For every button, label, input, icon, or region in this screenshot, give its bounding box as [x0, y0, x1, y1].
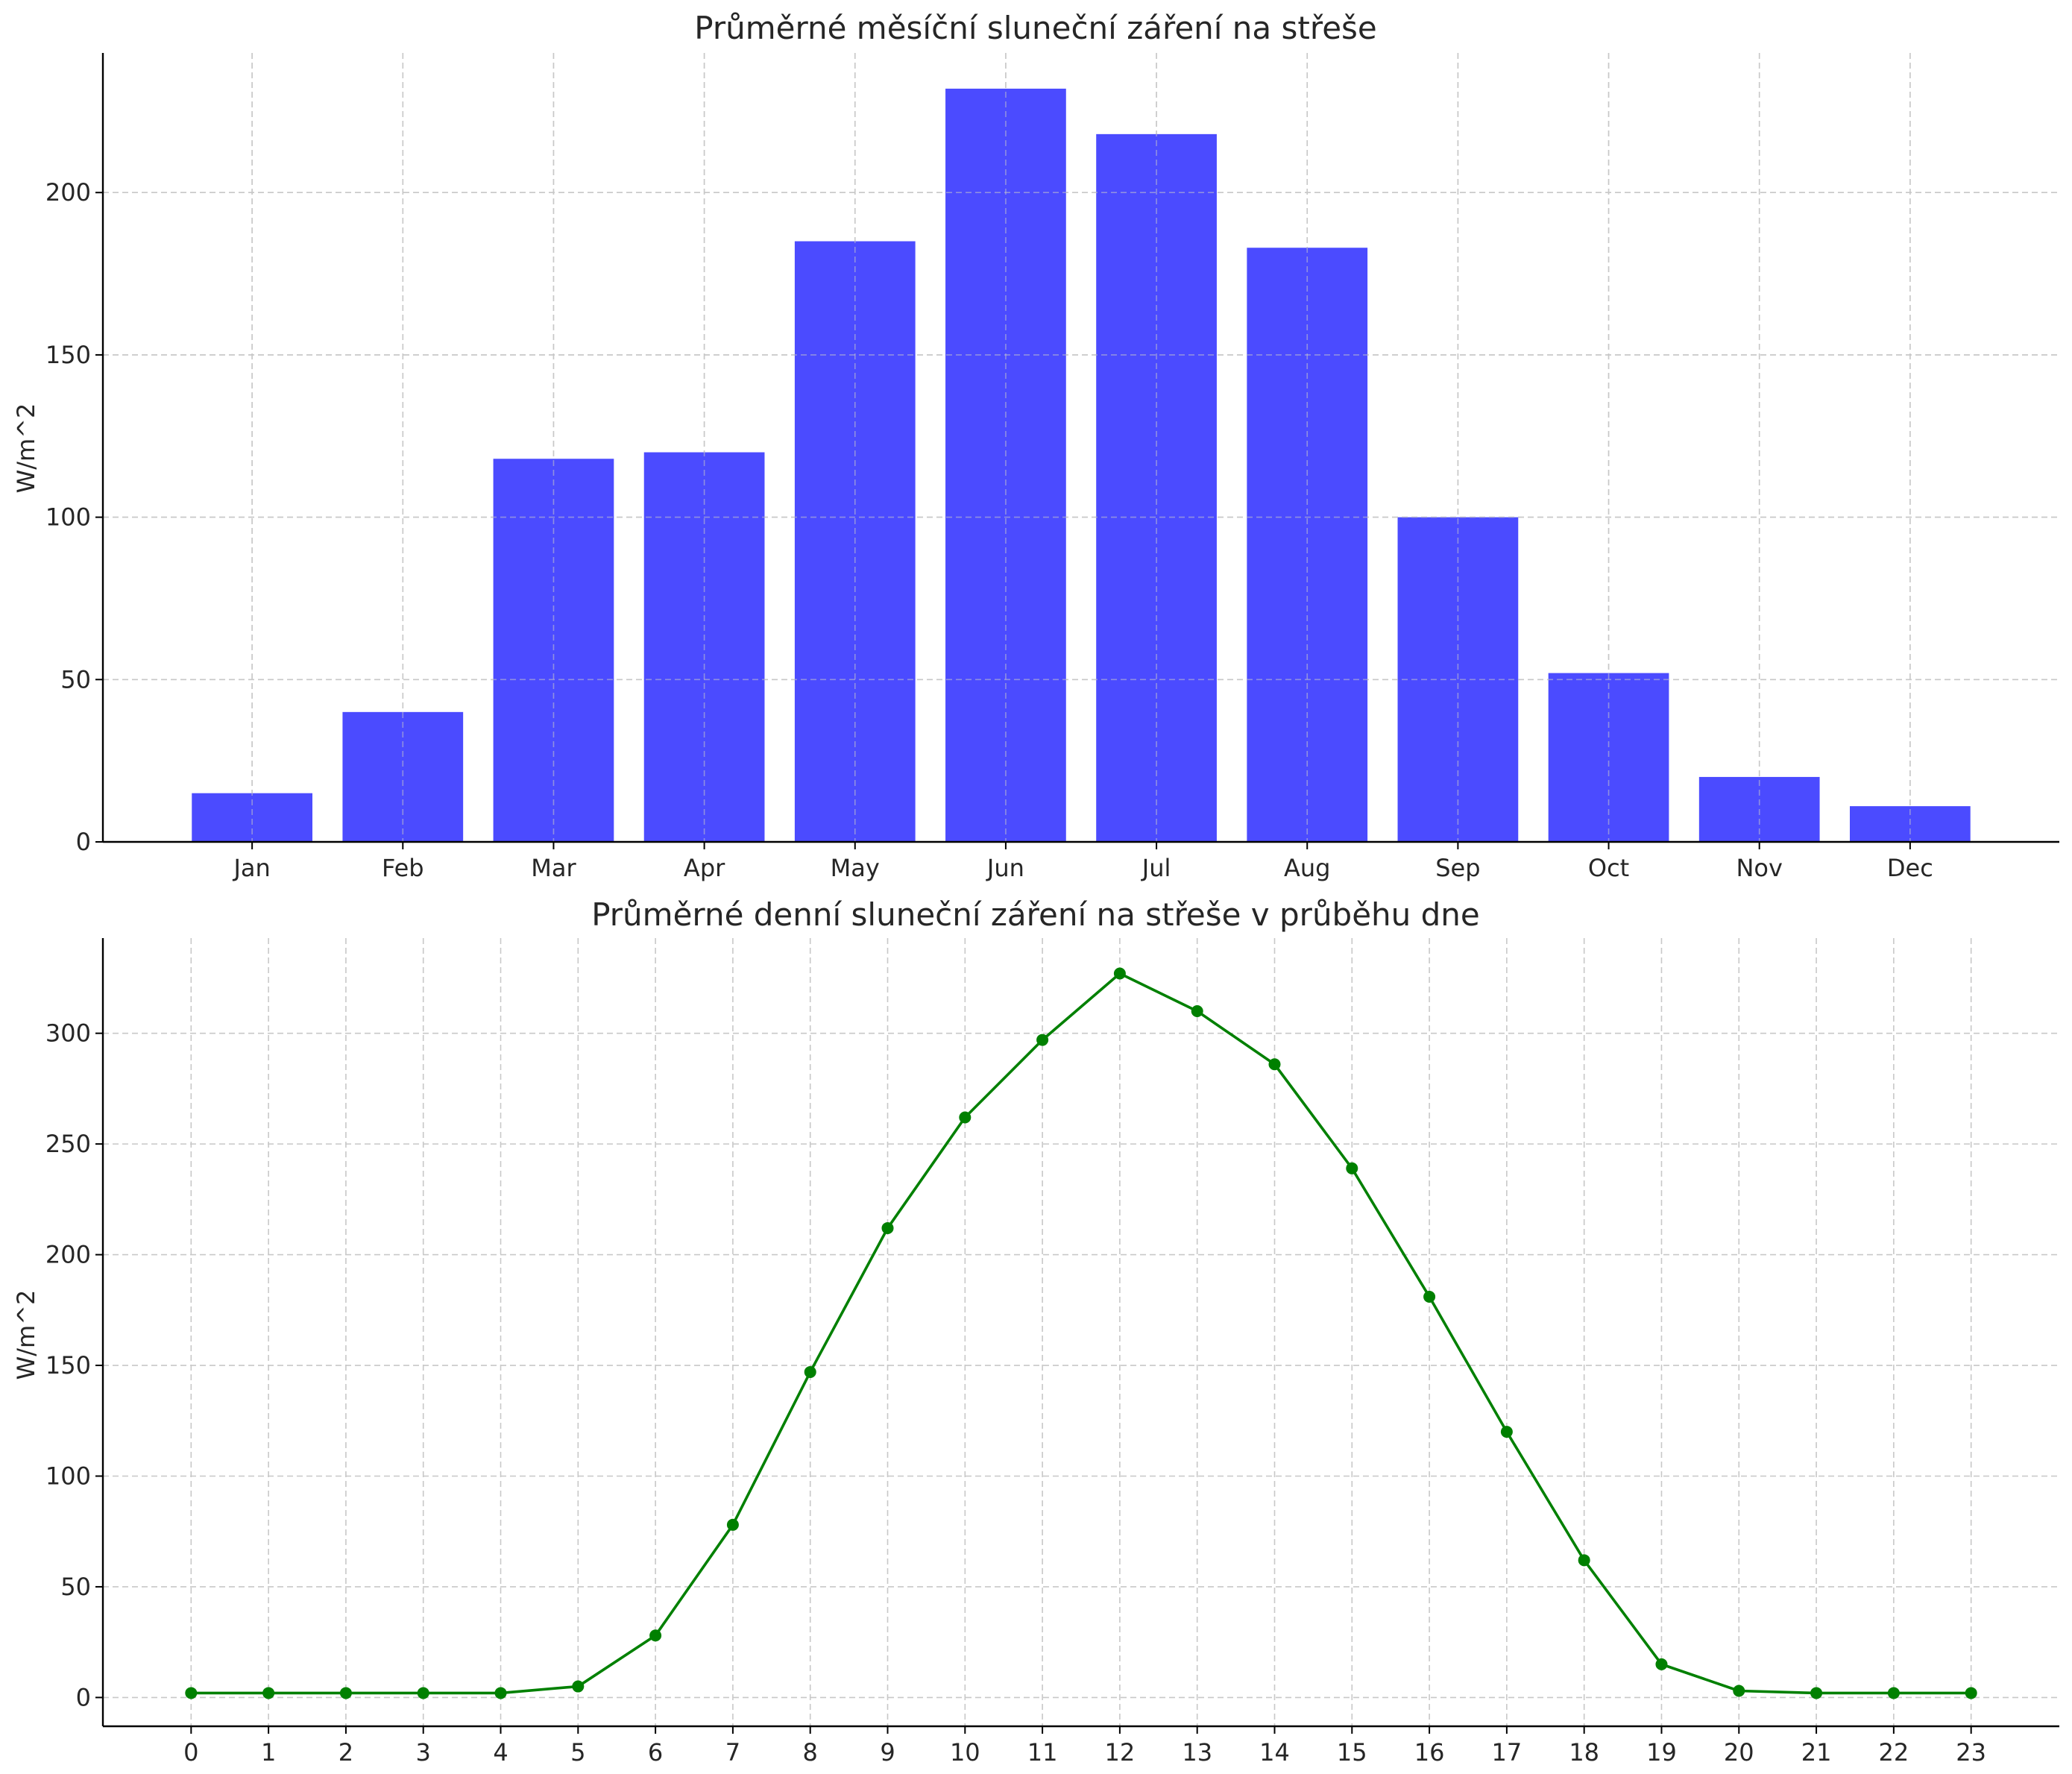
hourly-y-tick-label: 0	[76, 1683, 91, 1711]
monthly-x-tick-label: Mar	[531, 854, 576, 882]
monthly-x-tick-label: Nov	[1736, 854, 1782, 882]
hourly-point-9	[881, 1221, 894, 1234]
hourly-x-tick-label: 22	[1879, 1738, 1909, 1767]
hourly-x-tick-label: 13	[1182, 1738, 1212, 1767]
hourly-x-tick-label: 21	[1801, 1738, 1832, 1767]
hourly-x-tick-label: 20	[1724, 1738, 1754, 1767]
hourly-point-22	[1887, 1687, 1900, 1699]
hourly-x-tick-label: 11	[1027, 1738, 1058, 1767]
hourly-series	[185, 967, 1977, 1699]
monthly-y-axis-label: W/m^2	[12, 403, 40, 494]
hourly-y-axis-label: W/m^2	[12, 1290, 40, 1380]
hourly-point-3	[417, 1687, 429, 1699]
hourly-x-tick-label: 6	[648, 1738, 663, 1767]
hourly-point-10	[959, 1111, 972, 1124]
hourly-point-23	[1965, 1687, 1977, 1699]
monthly-bars	[103, 53, 2059, 843]
monthly-x-tick-label: Apr	[684, 854, 725, 882]
hourly-point-19	[1655, 1658, 1668, 1670]
hourly-x-tick-label: 5	[570, 1738, 585, 1767]
monthly-y-tick-label: 150	[45, 341, 91, 369]
hourly-point-0	[185, 1687, 198, 1699]
monthly-x-tick-label: Jan	[232, 854, 270, 882]
hourly-x-tick-label: 16	[1414, 1738, 1445, 1767]
monthly-grid-overlay	[103, 53, 2059, 843]
hourly-point-14	[1268, 1058, 1281, 1071]
hourly-x-tick-label: 10	[950, 1738, 980, 1767]
hourly-point-2	[339, 1687, 352, 1699]
monthly-x-tick-label: May	[831, 854, 880, 882]
hourly-y-tick-label: 200	[45, 1241, 91, 1269]
hourly-point-16	[1423, 1290, 1436, 1303]
hourly-point-5	[572, 1680, 585, 1693]
hourly-x-tick-label: 7	[725, 1738, 740, 1767]
hourly-x-tick-label: 0	[183, 1738, 198, 1767]
monthly-y-tick-label: 100	[45, 503, 91, 532]
hourly-x-tick-label: 12	[1105, 1738, 1136, 1767]
hourly-x-tick-label: 23	[1956, 1738, 1986, 1767]
monthly-x-tick-label: Oct	[1588, 854, 1629, 882]
hourly-point-18	[1578, 1554, 1590, 1567]
monthly-x-tick-label: Sep	[1435, 854, 1480, 882]
hourly-y-tick-label: 50	[60, 1573, 91, 1601]
monthly-y-tick-label: 200	[45, 178, 91, 207]
hourly-y-tick-label: 150	[45, 1351, 91, 1380]
hourly-point-12	[1113, 967, 1126, 980]
hourly-point-13	[1191, 1004, 1203, 1017]
monthly-x-tick-label: Dec	[1887, 854, 1933, 882]
monthly-y-tick-label: 0	[76, 828, 91, 856]
hourly-x-tick-label: 19	[1646, 1738, 1677, 1767]
hourly-point-20	[1733, 1685, 1745, 1697]
hourly-x-tick-label: 9	[880, 1738, 895, 1767]
hourly-point-4	[494, 1687, 507, 1699]
hourly-point-15	[1346, 1162, 1358, 1174]
hourly-y-tick-label: 100	[45, 1462, 91, 1490]
hourly-chart-title: Průměrné denní sluneční záření na střeše…	[591, 896, 1480, 933]
hourly-point-17	[1500, 1426, 1513, 1438]
monthly-axes: 0 50 100 150 200 Jan Feb Mar Apr May Jun Jul Aug Sep O…	[45, 53, 2059, 882]
hourly-x-tick-label: 3	[416, 1738, 431, 1767]
hourly-x-tick-label: 18	[1569, 1738, 1599, 1767]
hourly-point-21	[1810, 1687, 1823, 1699]
hourly-x-tick-label: 2	[338, 1738, 353, 1767]
monthly-chart-title: Průměrné měsíční sluneční záření na stře…	[694, 10, 1377, 46]
monthly-y-tick-label: 50	[60, 665, 91, 693]
hourly-point-11	[1036, 1034, 1049, 1046]
monthly-irradiance-chart: Průměrné měsíční sluneční záření na stře…	[12, 10, 2059, 882]
hourly-x-tick-label: 17	[1492, 1738, 1522, 1767]
hourly-y-tick-label: 250	[45, 1130, 91, 1158]
hourly-point-6	[649, 1629, 662, 1642]
hourly-point-7	[726, 1518, 739, 1531]
hourly-x-tick-label: 14	[1259, 1738, 1290, 1767]
hourly-x-tick-label: 4	[493, 1738, 508, 1767]
hourly-gridlines	[103, 938, 2059, 1726]
hourly-x-tick-label: 8	[803, 1738, 818, 1767]
monthly-x-tick-label: Feb	[382, 854, 424, 882]
hourly-series-line	[191, 972, 1971, 1695]
hourly-x-tick-label: 15	[1337, 1738, 1367, 1767]
hourly-point-8	[804, 1365, 816, 1378]
monthly-x-tick-label: Aug	[1284, 854, 1330, 882]
hourly-x-tick-label: 1	[261, 1738, 276, 1767]
hourly-irradiance-chart: Průměrné denní sluneční záření na střeše…	[12, 896, 2059, 1767]
monthly-x-tick-label: Jul	[1141, 854, 1171, 882]
hourly-y-tick-label: 300	[45, 1019, 91, 1048]
hourly-point-1	[262, 1687, 275, 1699]
monthly-x-tick-label: Jun	[986, 854, 1024, 882]
